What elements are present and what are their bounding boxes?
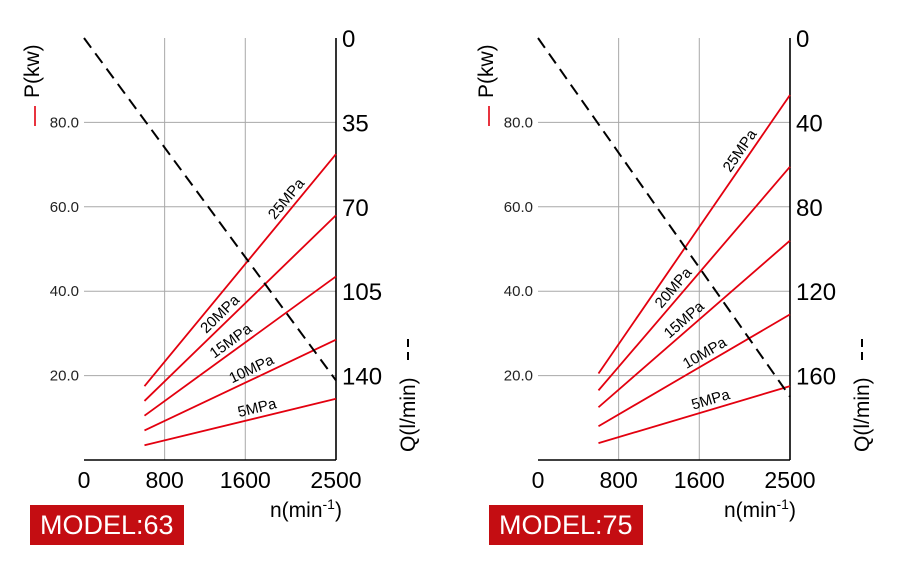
power-line-5mpa [598,385,791,444]
model-63-badge: MODEL:63 [30,505,184,545]
p-axis-title: P(kw) [21,44,44,98]
q-axis-tick-label: 140 [342,364,382,391]
p-axis-tick-label: 40.0 [504,283,533,300]
flow-line [537,37,791,398]
q-axis-tick-label: 120 [796,279,836,306]
p-axis-tick-label: 40.0 [50,283,79,300]
curve-label: 25MPa [265,175,309,223]
x-axis-title: n(min-1) [270,496,342,522]
q-axis-tick-label: 0 [796,26,809,53]
x-axis-tick-label: 0 [78,467,91,493]
p-axis-title: P(kw) [475,44,498,98]
x-axis-tick-label: 0 [532,467,545,493]
q-axis-tick-label: 0 [342,26,355,53]
power-line-5mpa [144,397,337,447]
x-axis-tick-label: 1600 [220,467,271,493]
power-line-25mpa [597,94,791,374]
power-line-20mpa [143,214,337,402]
p-axis-tick-label: 60.0 [50,199,79,216]
q-axis-tick-label: 80 [796,195,823,222]
x-axis-title: n(min-1) [724,496,796,522]
q-axis-tick-label: 105 [342,279,382,306]
x-axis-tick-label: 800 [145,467,183,493]
p-axis-tick-label: 60.0 [504,199,533,216]
q-axis-title: Q(l/min) [397,377,420,452]
p-axis-tick-label: 80.0 [50,114,79,131]
power-line-20mpa [597,166,791,391]
q-axis-tick-label: 70 [342,195,369,222]
power-line-15mpa [597,239,791,408]
p-axis-tick-label: 20.0 [50,368,79,385]
q-axis-tick-label: 160 [796,364,836,391]
p-axis-tick-label: 20.0 [504,368,533,385]
x-axis-tick-label: 1600 [674,467,725,493]
power-line-10mpa [598,313,791,428]
x-axis-tick-label: 2500 [310,467,361,493]
curve-label: 10MPa [226,351,277,387]
q-axis-tick-label: 35 [342,110,369,137]
flow-line [83,37,337,382]
q-axis-tick-label: 40 [796,110,823,137]
power-line-25mpa [143,153,337,387]
model-75-badge: MODEL:75 [489,505,643,545]
q-axis-title: Q(l/min) [851,377,874,452]
power-line-15mpa [143,275,337,417]
p-axis-tick-label: 80.0 [504,114,533,131]
power-line-10mpa [144,338,337,432]
x-axis-tick-label: 2500 [764,467,815,493]
x-axis-tick-label: 800 [599,467,637,493]
chart-1: 20.0 40.0 60.0 80.0 0 35 70 105 140 0 800 1600 2500 n… [21,26,420,522]
